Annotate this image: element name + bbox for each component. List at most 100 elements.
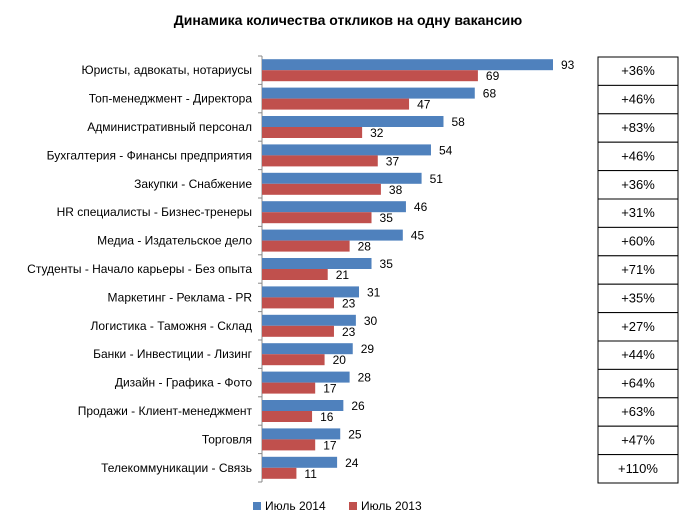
- data-label: 17: [323, 438, 337, 452]
- bar-july-2013: [262, 212, 372, 224]
- data-label: 28: [358, 371, 372, 385]
- bar-july-2013: [262, 354, 325, 366]
- data-label: 25: [348, 427, 362, 441]
- bar-july-2014: [262, 371, 350, 383]
- change-label: +31%: [621, 205, 655, 220]
- bar-july-2013: [262, 155, 378, 167]
- bar-july-2013: [262, 411, 313, 422]
- change-label: +36%: [621, 177, 655, 192]
- bar-july-2013: [262, 98, 410, 110]
- data-label: 16: [320, 410, 334, 424]
- data-label: 11: [304, 467, 317, 481]
- data-label: 23: [342, 296, 356, 310]
- category-label: Торговля: [202, 432, 252, 446]
- category-label: Медиа - Издательское дело: [97, 234, 252, 248]
- data-label: 45: [411, 229, 425, 243]
- data-label: 58: [451, 115, 465, 129]
- bar-july-2014: [262, 258, 372, 269]
- bar-july-2013: [262, 467, 297, 479]
- change-label: +36%: [621, 63, 655, 78]
- data-label: 47: [417, 98, 431, 112]
- bar-july-2013: [262, 382, 316, 394]
- bar-july-2013: [262, 70, 478, 82]
- data-label: 23: [342, 325, 356, 339]
- category-label: Закупки - Снабжение: [134, 177, 252, 191]
- bar-july-2014: [262, 286, 359, 298]
- legend-swatch: [349, 502, 357, 510]
- change-label: +35%: [621, 290, 655, 305]
- change-label: +44%: [621, 347, 655, 362]
- category-label: Бухгалтерия - Финансы предприятия: [47, 148, 252, 162]
- data-label: 30: [364, 314, 378, 328]
- data-label: 35: [380, 257, 394, 271]
- change-label: +47%: [621, 432, 655, 447]
- change-box: [597, 226, 679, 257]
- data-label: 24: [345, 456, 359, 470]
- data-label: 46: [414, 200, 428, 214]
- bar-july-2014: [262, 172, 422, 184]
- category-label: Маркетинг - Реклама - PR: [108, 290, 253, 304]
- change-box: [597, 368, 679, 399]
- category-label: Банки - Инвестиции - Лизинг: [93, 347, 253, 361]
- data-label: 32: [370, 126, 384, 140]
- data-label: 38: [389, 183, 403, 197]
- bar-july-2014: [262, 144, 431, 156]
- legend-label: Июль 2014: [265, 499, 326, 513]
- category-label: Топ-менеджмент - Директора: [89, 92, 253, 106]
- category-label: Студенты - Начало карьеры - Без опыта: [27, 262, 252, 276]
- bar-july-2014: [262, 456, 338, 468]
- category-label: Телекоммуникации - Связь: [101, 461, 252, 475]
- change-box: [597, 56, 679, 86]
- change-label: +63%: [621, 404, 655, 419]
- data-label: 29: [361, 342, 375, 356]
- data-label: 68: [483, 87, 497, 101]
- change-box: [597, 113, 679, 143]
- bar-july-2013: [262, 240, 350, 252]
- bar-july-2013: [262, 269, 328, 280]
- data-label: 21: [336, 268, 350, 282]
- change-box: [597, 84, 679, 115]
- bar-july-2014: [262, 428, 341, 440]
- change-box: [597, 198, 679, 228]
- change-box: [597, 425, 679, 456]
- bar-july-2014: [262, 87, 475, 99]
- category-label: Продажи - Клиент-менеджмент: [78, 404, 253, 418]
- bar-july-2013: [262, 297, 334, 309]
- change-box: [597, 170, 679, 200]
- data-label: 28: [358, 240, 372, 254]
- change-label: +46%: [621, 148, 655, 163]
- data-label: 54: [439, 143, 453, 157]
- legend-label: Июль 2013: [361, 499, 422, 513]
- bar-july-2013: [262, 439, 316, 451]
- bar-july-2014: [262, 343, 353, 355]
- change-label: +64%: [621, 376, 655, 391]
- change-label: +60%: [621, 234, 655, 249]
- data-label: 17: [323, 382, 337, 396]
- category-label: Юристы, адвокаты, нотариусы: [81, 63, 252, 77]
- category-label: Административный персонал: [87, 120, 252, 134]
- bar-july-2013: [262, 127, 363, 138]
- data-label: 69: [486, 69, 500, 83]
- change-label: +46%: [621, 92, 655, 107]
- bar-july-2014: [262, 400, 344, 411]
- bar-july-2013: [262, 183, 381, 195]
- data-label: 35: [380, 211, 394, 225]
- bar-july-2014: [262, 201, 406, 213]
- change-box: [597, 283, 679, 314]
- bar-july-2014: [262, 59, 553, 71]
- data-label: 93: [561, 58, 575, 72]
- data-label: 20: [333, 353, 347, 367]
- category-label: Дизайн - Графика - Фото: [115, 376, 252, 390]
- data-label: 51: [430, 172, 444, 186]
- category-label: HR специалисты - Бизнес-тренеры: [57, 205, 252, 219]
- bar-july-2014: [262, 229, 403, 241]
- bar-july-2014: [262, 314, 356, 326]
- data-label: 37: [386, 154, 400, 168]
- change-box: [597, 312, 679, 342]
- change-box: [597, 141, 679, 172]
- change-label: +83%: [621, 120, 655, 135]
- change-label: +71%: [621, 262, 655, 277]
- change-label: +27%: [621, 319, 655, 334]
- change-box: [597, 397, 679, 427]
